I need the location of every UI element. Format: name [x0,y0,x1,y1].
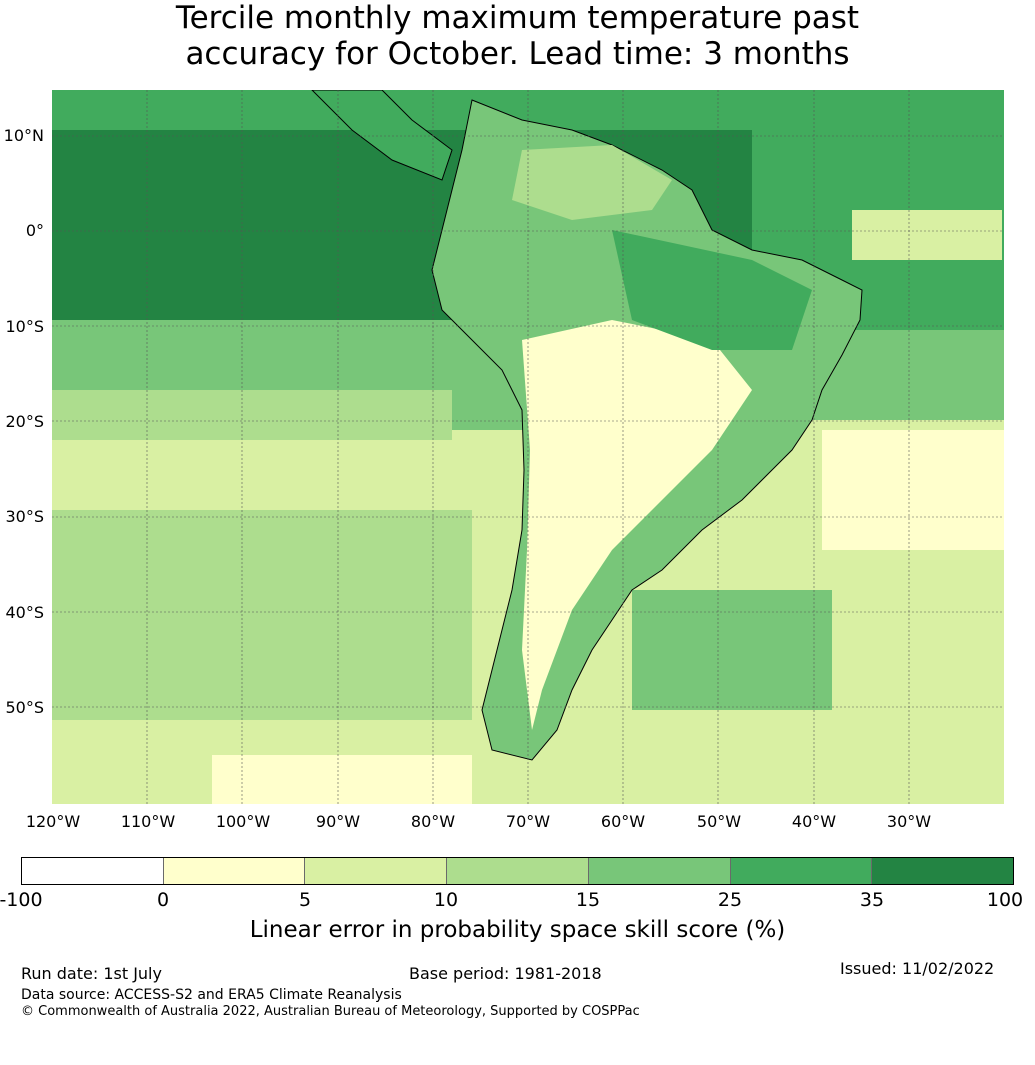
land-amazon-patch [612,230,812,350]
lat-label-10s: 10°S [5,317,44,336]
colorbar-tick: 15 [575,889,601,911]
band-midlat-pacific [52,510,472,720]
lon-label-60w: 60°W [600,812,646,831]
colorbar-tick: 35 [859,889,885,911]
lon-label-70w: 70°W [505,812,551,831]
lat-label-20s: 20°S [5,412,44,431]
data-source: Data source: ACCESS-S2 and ERA5 Climate … [21,987,402,1003]
lon-label-50w: 50°W [696,812,742,831]
lat-label-10n: 10°N [3,126,44,145]
graticule [52,90,1004,804]
colorbar-segment-2 [163,858,306,884]
land-north-patch [512,145,672,220]
colorbar-segment-5 [588,858,731,884]
lon-label-120w: 120°W [25,812,81,831]
run-date: Run date: 1st July [21,964,162,983]
colorbar [21,857,1014,885]
lon-label-80w: 80°W [410,812,456,831]
lon-label-110w: 110°W [120,812,176,831]
map-canvas [52,90,1004,804]
colorbar-tick: -100 [0,889,43,911]
lon-label-100w: 100°W [215,812,271,831]
title-line-1: Tercile monthly maximum temperature past [175,0,860,36]
colorbar-segment-1 [22,858,164,884]
colorbar-segment-3 [305,858,448,884]
lat-label-30s: 30°S [5,507,44,526]
colorbar-tick: 10 [433,889,459,911]
lat-label-40s: 40°S [5,603,44,622]
copyright: © Commonwealth of Australia 2022, Austra… [21,1004,640,1019]
issued-date: Issued: 11/02/2022 [840,959,995,978]
colorbar-segment-6 [730,858,873,884]
colorbar-segment-7 [872,858,1014,884]
map-title: Tercile monthly maximum temperature past… [0,0,1035,72]
lat-label-0: 0° [25,221,44,240]
land-low-skill-region [522,320,752,730]
lat-label-50s: 50°S [5,698,44,717]
band-subtropical [52,390,452,440]
title-line-2: accuracy for October. Lead time: 3 month… [185,36,850,72]
lon-label-90w: 90°W [315,812,361,831]
central-america-land [311,90,453,181]
colorbar-label: Linear error in probability space skill … [249,917,786,943]
colorbar-tick: 25 [717,889,743,911]
colorbar-tick: 0 [156,889,170,911]
patch-south-atlantic [822,430,1004,550]
colorbar-tick: 100 [986,889,1024,911]
base-period: Base period: 1981-2018 [409,964,602,983]
lon-label-30w: 30°W [886,812,932,831]
lon-label-40w: 40°W [791,812,837,831]
colorbar-tick: 5 [298,889,312,911]
skill-score-map [52,90,1004,804]
patch-atlantic [852,210,1002,260]
patch-argentine-sea [632,590,832,710]
colorbar-segment-4 [447,858,589,884]
band-south-low [212,755,472,804]
